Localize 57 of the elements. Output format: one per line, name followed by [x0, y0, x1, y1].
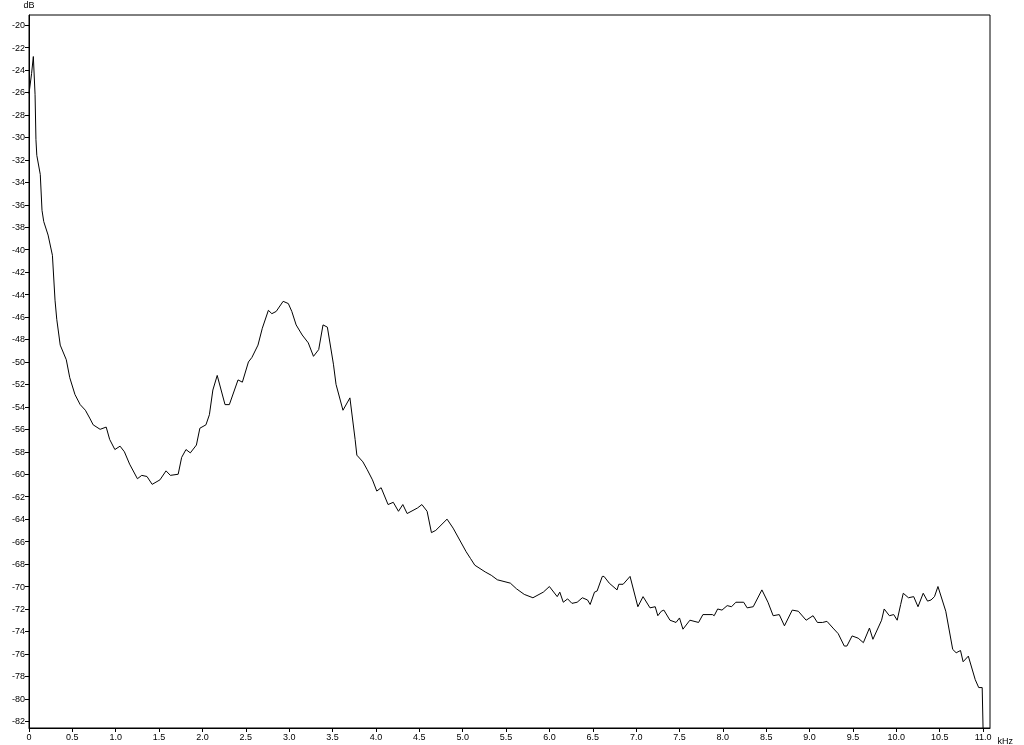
y-tick-label: -60 [11, 469, 25, 480]
x-tick-label: 3.0 [282, 731, 296, 742]
x-tick-label: 7.5 [673, 731, 686, 742]
x-tick-label: 0 [26, 731, 32, 742]
y-tick-label: -66 [11, 536, 25, 547]
y-tick-label: -50 [11, 356, 25, 367]
y-tick-label: -30 [11, 132, 25, 143]
x-tick-label: 1.5 [152, 731, 166, 742]
x-tick-label: 6.5 [586, 731, 600, 742]
y-axis-title: dB [23, 0, 35, 10]
y-tick-label: -82 [11, 716, 25, 727]
x-tick-label: 2.5 [239, 731, 253, 742]
y-tick-label: -64 [11, 514, 25, 525]
x-tick-label: 4.5 [413, 731, 426, 742]
y-tick-label: -24 [11, 65, 25, 76]
x-tick-label: 2.0 [196, 731, 209, 742]
x-tick-label: 3.5 [326, 731, 339, 742]
y-tick-label: -76 [11, 648, 25, 659]
x-tick-label: 7.0 [629, 731, 643, 742]
x-axis-title: kHz [997, 735, 1014, 745]
x-tick-label: 8.5 [759, 731, 773, 742]
y-tick-label: -54 [11, 401, 25, 412]
x-tick-label: 9.5 [846, 731, 860, 742]
y-tick-label: -26 [11, 87, 25, 98]
y-tick-label: -22 [11, 42, 25, 53]
x-tick-label: 10.5 [930, 731, 949, 742]
y-tick-label: -36 [11, 199, 25, 210]
x-tick-label: 6.0 [543, 731, 556, 742]
x-tick-label: 5.0 [456, 731, 469, 742]
y-tick-label: -58 [11, 446, 25, 457]
y-tick-label: -34 [11, 177, 25, 188]
y-tick-label: -56 [11, 424, 25, 435]
y-tick-label: -74 [11, 626, 25, 637]
y-tick-label: -72 [11, 603, 25, 614]
x-tick-label: 0.5 [66, 731, 79, 742]
x-tick-label: 8.0 [716, 731, 730, 742]
x-tick-label: 11.0 [974, 731, 992, 742]
y-tick-label: -44 [11, 289, 25, 300]
x-tick-label: 10.0 [887, 731, 906, 742]
y-tick-label: -20 [11, 20, 25, 31]
y-tick-label: -46 [11, 312, 25, 323]
y-tick-label: -80 [11, 693, 25, 704]
y-tick-label: -42 [11, 267, 25, 278]
x-tick-label: 1.0 [109, 731, 122, 742]
y-tick-label: -68 [11, 559, 25, 570]
x-tick-label: 4.0 [369, 731, 383, 742]
y-tick-label: -78 [11, 671, 25, 682]
y-tick-label: -48 [11, 334, 25, 345]
y-tick-label: -40 [11, 244, 25, 255]
y-tick-label: -52 [11, 379, 25, 390]
y-tick-label: -62 [11, 491, 25, 502]
x-tick-label: 9.0 [803, 731, 816, 742]
x-tick-label: 5.5 [499, 731, 513, 742]
y-tick-label: -32 [11, 154, 25, 165]
y-tick-label: -28 [11, 109, 25, 120]
y-tick-label: -38 [11, 222, 25, 233]
y-tick-label: -70 [11, 581, 25, 592]
